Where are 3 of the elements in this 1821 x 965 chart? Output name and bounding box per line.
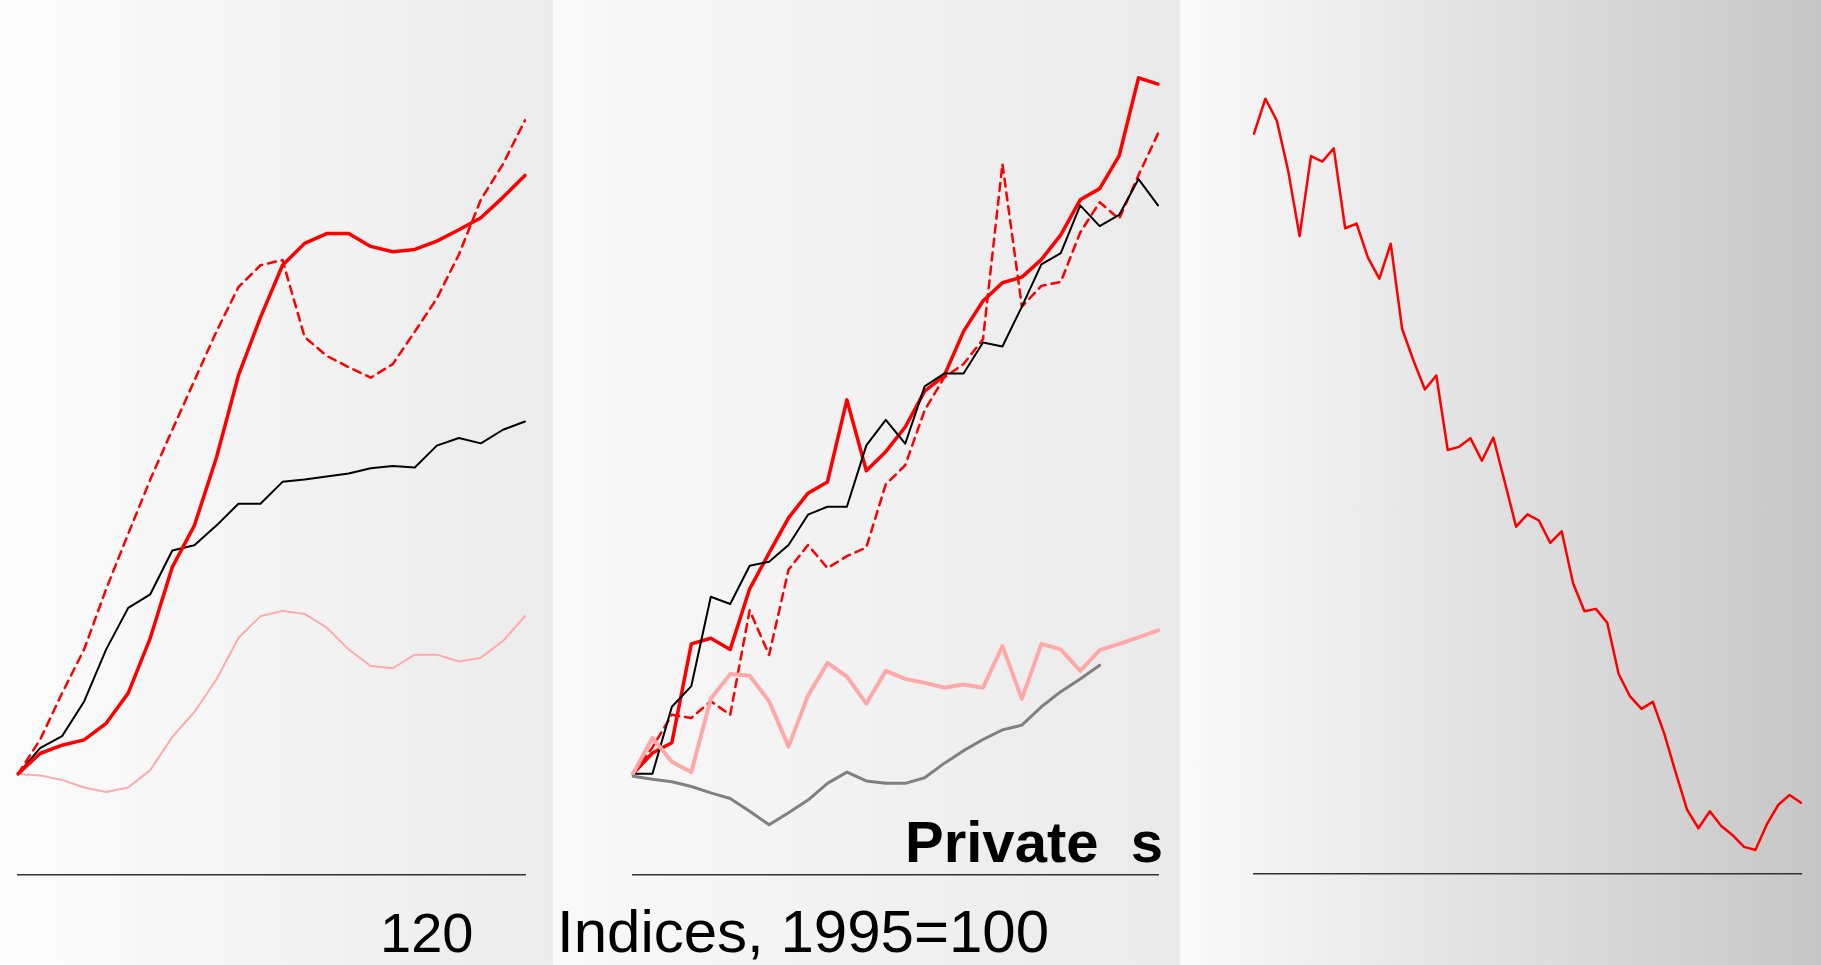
text: Indices, 1995=100 [557,898,1050,965]
text: 120 [380,901,474,964]
annotation: Private s [905,809,1163,874]
